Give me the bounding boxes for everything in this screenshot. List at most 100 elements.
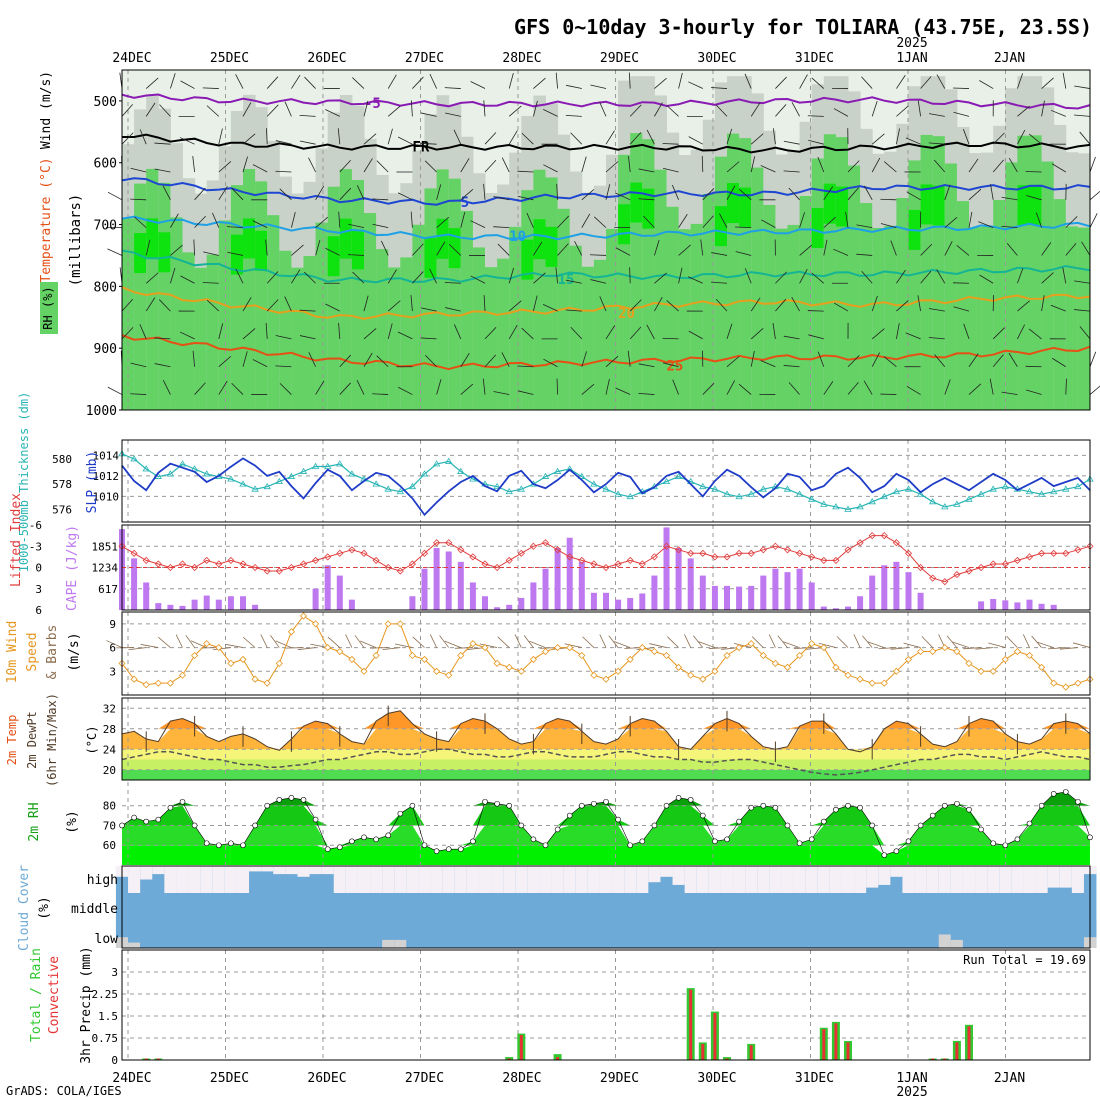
rh2-marker bbox=[119, 822, 125, 829]
cloud-clear bbox=[708, 921, 722, 948]
wind-barb bbox=[581, 189, 595, 201]
cloud-clear bbox=[357, 921, 371, 948]
wind-marker bbox=[650, 647, 658, 656]
wind-barb bbox=[352, 271, 365, 284]
wind-barb bbox=[412, 243, 424, 256]
wind-barb bbox=[944, 379, 951, 395]
rh2-tick: 70 bbox=[103, 819, 116, 832]
thickness-marker bbox=[699, 482, 707, 490]
thickness-marker bbox=[916, 490, 925, 497]
cloud-cell bbox=[551, 893, 565, 921]
cape-bar bbox=[869, 575, 876, 610]
wind-barb-10m bbox=[733, 643, 752, 648]
wind-barb bbox=[304, 76, 316, 89]
rh2-marker bbox=[143, 818, 149, 825]
rh-cell-green bbox=[327, 186, 341, 410]
lifted-marker bbox=[396, 567, 404, 575]
wind-barb bbox=[145, 239, 151, 256]
cloud-low-label: low bbox=[95, 932, 119, 947]
day-label-top: 31DEC bbox=[795, 51, 834, 66]
cloud-low bbox=[938, 934, 952, 948]
cloud-clear bbox=[999, 866, 1012, 893]
wind-barb bbox=[654, 102, 663, 117]
wind-barb bbox=[372, 223, 389, 229]
wind-barb bbox=[170, 213, 179, 228]
lifted-marker bbox=[638, 560, 646, 568]
cloud-clear bbox=[176, 921, 189, 948]
wind-barb bbox=[121, 298, 134, 312]
wind-barb bbox=[145, 102, 156, 117]
rh-cell-green bbox=[678, 229, 692, 410]
wind-barb bbox=[638, 363, 655, 368]
wind-barb bbox=[180, 80, 195, 89]
rh2-marker bbox=[929, 812, 936, 819]
wind-barb bbox=[170, 267, 176, 284]
wind-marker bbox=[904, 655, 913, 663]
rh2-marker bbox=[1075, 798, 1081, 805]
cloud-cell bbox=[249, 893, 262, 921]
wind-tick: 3 bbox=[109, 665, 116, 678]
precip-conv-bar bbox=[144, 1058, 148, 1060]
wind-barb bbox=[517, 390, 534, 395]
wind-barb bbox=[410, 100, 413, 117]
thickness-marker bbox=[614, 490, 622, 497]
wind-marker bbox=[1050, 679, 1058, 687]
lifted-marker bbox=[384, 563, 392, 572]
wind-marker bbox=[1062, 683, 1070, 691]
wind-barb bbox=[376, 355, 389, 368]
wind-barb bbox=[266, 128, 268, 145]
isotherm-line bbox=[122, 133, 1091, 154]
wind-barb bbox=[470, 275, 486, 284]
wind-barb bbox=[1041, 100, 1045, 117]
cape-bar bbox=[421, 568, 428, 610]
thickness-marker bbox=[202, 470, 211, 477]
wind-barb bbox=[397, 136, 413, 145]
rh-cell-dark bbox=[533, 219, 546, 260]
year-label-top: 2025 bbox=[896, 36, 927, 51]
wind-barb-10m bbox=[608, 635, 619, 648]
wind-barb bbox=[484, 132, 497, 145]
thickness-marker bbox=[928, 498, 937, 505]
cloud-clear bbox=[382, 921, 395, 940]
wind-barb-10m bbox=[793, 647, 812, 650]
wind-barb-10m bbox=[213, 647, 231, 651]
cloud-cell bbox=[261, 893, 274, 921]
isotherm-line bbox=[121, 215, 1091, 241]
cloud-clear bbox=[793, 921, 807, 948]
wind-barb bbox=[557, 215, 569, 228]
wind-barb bbox=[968, 383, 982, 395]
temp-tick: 24 bbox=[103, 743, 117, 756]
wind-barb bbox=[212, 212, 220, 228]
wind-barb bbox=[856, 224, 873, 229]
wind-barb bbox=[363, 158, 373, 173]
cloud-cell bbox=[321, 893, 335, 921]
wind-barb bbox=[944, 241, 953, 256]
lifted-marker bbox=[336, 549, 344, 557]
thickness-marker bbox=[723, 490, 731, 497]
pressure-tick: 1000 bbox=[86, 404, 117, 419]
rh2-marker bbox=[276, 796, 283, 803]
rh-cell-green bbox=[835, 137, 849, 410]
rh-cell-green bbox=[944, 163, 958, 410]
cloud-clear bbox=[1011, 866, 1024, 893]
cape-bar bbox=[711, 585, 718, 610]
cloud-cell bbox=[491, 893, 504, 921]
wind-barb bbox=[880, 198, 897, 201]
barbs-label: & Barbs bbox=[45, 625, 60, 680]
wind-barb-10m bbox=[345, 634, 353, 648]
lifted-marker bbox=[360, 549, 368, 557]
wind-barb bbox=[629, 326, 642, 340]
cloud-clear bbox=[430, 921, 444, 948]
cloud-cell bbox=[430, 893, 444, 921]
wind-barb bbox=[315, 239, 321, 256]
cloud-cell bbox=[612, 893, 625, 921]
thickness-marker bbox=[287, 472, 296, 479]
wind-barb bbox=[615, 192, 631, 201]
cape-bar bbox=[772, 568, 779, 610]
wind-barb bbox=[1017, 268, 1024, 284]
cloud-clear bbox=[841, 921, 855, 948]
rh-cell-green bbox=[243, 168, 256, 410]
lifted-marker bbox=[312, 556, 320, 564]
wind-barb bbox=[791, 296, 800, 312]
thickness-marker bbox=[299, 467, 308, 474]
